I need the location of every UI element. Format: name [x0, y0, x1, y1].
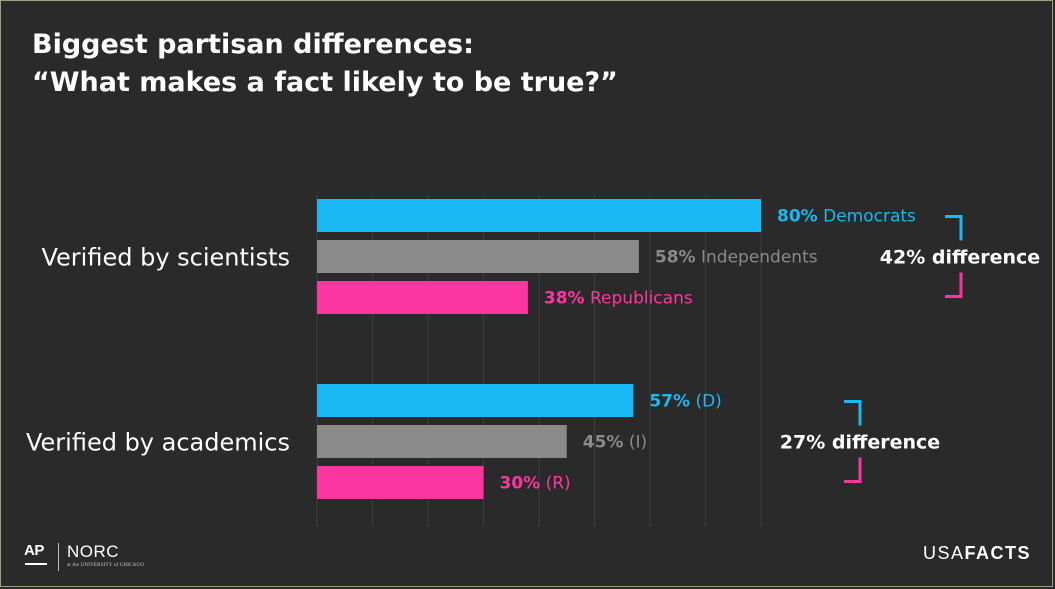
data-label: 80% Democrats	[777, 207, 916, 227]
difference-bracket-top	[844, 400, 862, 426]
category-label: Verified by scientists	[41, 244, 290, 272]
bar	[317, 425, 567, 458]
bar	[317, 199, 761, 232]
norc-logo-subtitle: at the UNIVERSITY of CHICAGO	[67, 563, 145, 568]
chart-title-line-2: “What makes a fact likely to be true?”	[32, 67, 618, 98]
difference-bracket-top	[945, 215, 963, 241]
bar	[317, 466, 484, 499]
data-label: 58% Independents	[655, 248, 818, 268]
bar	[317, 281, 528, 314]
difference-bracket-bottom	[945, 272, 963, 298]
data-label: 30% (R)	[500, 474, 571, 494]
norc-logo: NORC	[67, 542, 120, 561]
logo-divider	[58, 543, 59, 571]
data-label: 38% Republicans	[544, 289, 693, 309]
bar	[317, 384, 634, 417]
chart-title: Biggest partisan differences: “What make…	[32, 26, 618, 102]
difference-annotation: 27% difference	[780, 432, 940, 454]
usafacts-logo-facts: FACTS	[964, 543, 1031, 563]
category-label: Verified by academics	[26, 429, 290, 457]
difference-annotation: 42% difference	[880, 247, 1040, 269]
bar	[317, 240, 639, 273]
usafacts-logo-usa: USA	[922, 543, 965, 563]
ap-logo-underline	[25, 563, 47, 565]
difference-bracket-bottom	[844, 457, 862, 483]
data-label: 57% (D)	[649, 392, 721, 412]
data-label: 45% (I)	[583, 433, 647, 453]
usafacts-logo: USAFACTS	[923, 543, 1031, 564]
chart-title-line-1: Biggest partisan differences:	[32, 29, 474, 60]
ap-logo: AP	[24, 542, 44, 559]
